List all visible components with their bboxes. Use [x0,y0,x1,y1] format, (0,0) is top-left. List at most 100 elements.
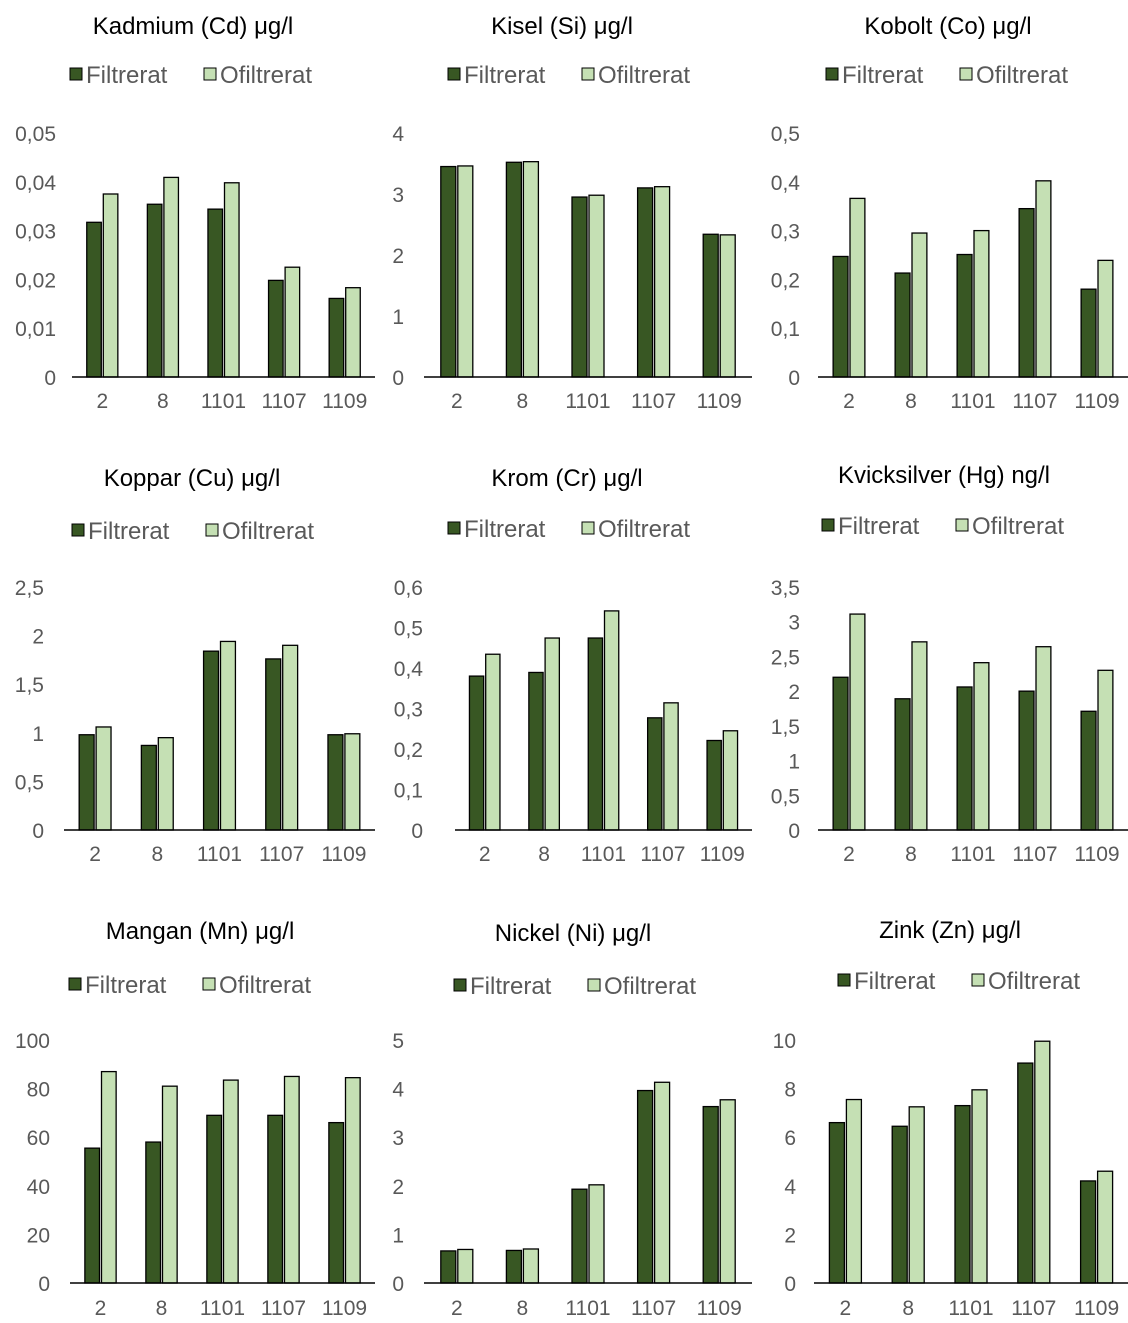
y-tick-label: 0 [392,1273,404,1296]
y-tick-label: 1,5 [771,716,800,739]
bar-filtrerat [140,744,157,831]
bar-ofiltrerat [973,229,990,378]
x-tick-label: 1107 [640,843,685,866]
bar-filtrerat [636,187,654,378]
x-tick-label: 8 [517,390,529,413]
bar-ofiltrerat [457,165,474,378]
bar-ofiltrerat [1035,180,1052,378]
y-tick-label: 3 [788,612,800,635]
y-tick-label: 0 [38,1273,50,1296]
y-tick-label: 1,5 [15,674,44,697]
chart-title: Krom (Cr) μg/l [491,465,642,492]
legend-swatch-filtrerat [71,523,85,537]
y-tick-label: 3 [392,1127,404,1150]
legend-swatch-filtrerat [447,521,461,535]
bar-filtrerat [146,203,163,378]
chart-panel: Kadmium (Cd) μg/l Filtrerat Ofiltrerat 0 0,0… [15,13,375,413]
y-tick-label: 2 [32,626,44,649]
bar-ofiltrerat [911,641,928,831]
y-tick-label: 1 [392,1224,404,1247]
bar-ofiltrerat [588,194,605,378]
bar-ofiltrerat [282,644,299,831]
y-tick-label: 0,04 [15,172,56,195]
legend-swatch-filtrerat [447,67,461,81]
legend-swatch-filtrerat [837,973,851,987]
bar-ofiltrerat [849,197,866,378]
bar-ofiltrerat [345,287,361,378]
legend-swatch-ofiltrerat [203,67,217,81]
bar-ofiltrerat [222,1079,239,1284]
x-tick-label: 1109 [1074,843,1119,866]
chart-panel: Kisel (Si) μg/l Filtrerat Ofiltrerat 0 1 2 3 4 2… [392,13,752,413]
bar-filtrerat [267,1114,284,1284]
bar-ofiltrerat [161,1085,178,1284]
x-tick-label: 8 [157,390,169,413]
y-tick-label: 0,01 [15,318,56,341]
x-tick-label: 1109 [700,843,745,866]
legend-swatch-ofiltrerat [205,523,219,537]
bar-filtrerat [587,637,604,831]
y-tick-label: 8 [784,1079,796,1102]
y-tick-label: 1 [392,306,404,329]
bar-filtrerat [328,1121,345,1284]
bar-ofiltrerat [457,1248,474,1284]
y-tick-label: 0 [784,1273,796,1296]
bar-filtrerat [505,161,523,378]
bar-filtrerat [1080,710,1097,831]
bar-filtrerat [440,165,457,378]
bar-filtrerat [636,1089,654,1284]
y-tick-label: 0,5 [15,771,44,794]
x-tick-label: 2 [843,843,855,866]
chart-panel: Koppar (Cu) μg/l Filtrerat Ofiltrerat 0 0,5 1… [15,465,375,866]
chart-panel: Kobolt (Co) μg/l Filtrerat Ofiltrerat 0 0,1 0… [771,13,1128,413]
x-tick-label: 1101 [950,843,995,866]
legend-swatch-ofiltrerat [587,978,601,992]
bar-ofiltrerat [344,733,361,831]
legend-label-ofiltrerat: Ofiltrerat [972,513,1064,540]
legend-label-ofiltrerat: Ofiltrerat [222,518,314,545]
x-tick-label: 1101 [200,1297,245,1320]
bar-filtrerat [468,675,485,831]
bar-filtrerat [207,208,224,378]
y-tick-label: 20 [27,1224,50,1247]
x-tick-label: 1107 [259,843,304,866]
legend-label-filtrerat: Filtrerat [464,62,546,89]
bar-filtrerat [202,650,220,831]
bar-filtrerat [1018,690,1035,831]
bar-filtrerat [702,233,719,378]
legend-label-ofiltrerat: Ofiltrerat [598,516,690,543]
x-tick-label: 1101 [565,1297,610,1320]
y-tick-label: 2 [788,681,800,704]
bar-filtrerat [528,671,544,831]
x-tick-label: 2 [843,390,855,413]
chart-title: Zink (Zn) μg/l [879,917,1021,944]
bar-ofiltrerat [544,637,561,831]
bar-ofiltrerat [1096,1170,1114,1284]
y-tick-label: 0,05 [15,123,56,146]
y-tick-label: 4 [784,1176,796,1199]
bar-ofiltrerat [971,1089,988,1284]
chart-panel: Krom (Cr) μg/l Filtrerat Ofiltrerat 0 0,1 0,2… [394,465,752,866]
x-tick-label: 2 [96,390,108,413]
y-tick-label: 0 [788,820,800,843]
bar-ofiltrerat [283,1075,300,1284]
x-tick-label: 1107 [631,390,676,413]
y-tick-label: 0,3 [394,699,423,722]
y-tick-label: 0 [411,820,423,843]
y-tick-label: 0 [788,367,800,390]
bar-filtrerat [1079,1180,1097,1284]
legend-label-filtrerat: Filtrerat [464,516,546,543]
chart-panel: Kvicksilver (Hg) ng/l Filtrerat Ofiltrerat… [771,462,1128,866]
chart-title: Kvicksilver (Hg) ng/l [838,462,1050,489]
y-tick-label: 2,5 [771,646,800,669]
x-tick-label: 8 [156,1297,168,1320]
y-tick-label: 0,5 [394,618,423,641]
legend-swatch-filtrerat [68,977,82,991]
bar-ofiltrerat [522,1248,540,1284]
bar-ofiltrerat [102,193,119,378]
bar-ofiltrerat [1035,646,1052,831]
x-tick-label: 1107 [1012,843,1057,866]
y-tick-label: 3 [392,184,404,207]
y-tick-label: 0,5 [771,123,800,146]
y-tick-label: 0 [32,820,44,843]
